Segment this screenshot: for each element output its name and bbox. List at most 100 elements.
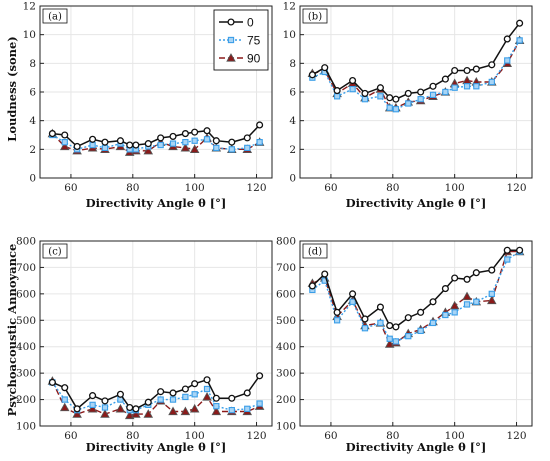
data-point (472, 65, 480, 73)
data-point (115, 403, 126, 413)
data-point (417, 327, 424, 335)
data-point (89, 392, 97, 400)
data-point (126, 141, 134, 149)
y-tick-label: 12 (283, 1, 296, 13)
data-point (169, 396, 177, 403)
data-point (169, 389, 177, 397)
data-point (487, 295, 497, 305)
data-point (212, 137, 220, 145)
series-90 (47, 376, 265, 420)
data-point (182, 139, 189, 146)
data-point (361, 325, 369, 332)
data-point (131, 409, 141, 418)
data-point (243, 389, 251, 397)
panel-3: 60 80 100 120 100 200 300 400 500 600 700 800 Direct… (16, 236, 273, 454)
legend: 0 75 90 (213, 9, 269, 71)
data-point (256, 400, 263, 407)
data-point (144, 398, 152, 406)
legend-marker (227, 18, 235, 26)
y-tick-label: 4 (29, 115, 36, 127)
data-point (429, 91, 437, 99)
data-point (256, 372, 264, 380)
series-line (312, 40, 521, 110)
series-line (312, 40, 521, 109)
data-point (213, 144, 220, 152)
data-point (73, 142, 81, 151)
data-point (503, 246, 511, 254)
data-point (212, 394, 220, 402)
data-point (441, 285, 449, 293)
data-point (228, 146, 235, 153)
data-point (213, 403, 220, 410)
series-0 (48, 372, 264, 413)
data-point (361, 89, 369, 97)
data-point (462, 75, 472, 85)
data-point (189, 403, 200, 413)
data-point (169, 140, 177, 147)
data-point (48, 130, 56, 138)
x-tick-label: 80 (386, 182, 399, 194)
y-tick-label: 2 (29, 144, 36, 156)
y-axis-label-bottom: Psychoacoustic Annoyance (5, 244, 19, 417)
data-point (211, 406, 222, 416)
data-point (89, 141, 96, 149)
data-point (451, 274, 459, 282)
x-tick-label: 80 (126, 182, 139, 194)
legend-label: 90 (247, 52, 261, 66)
grid (40, 240, 272, 427)
data-point (169, 132, 177, 140)
legend-marker (227, 36, 235, 44)
data-point (473, 83, 480, 90)
data-point (451, 309, 458, 316)
x-axis-label: Directivity Angle θ [°] (86, 440, 227, 454)
data-point (116, 390, 124, 398)
data-point (417, 88, 425, 96)
data-point (451, 84, 458, 91)
panel-1: 60 80 100 120 0 2 4 6 8 10 12 Directivity Angle θ [… (23, 1, 273, 210)
panel-label: (a) (42, 8, 68, 24)
data-point (228, 138, 236, 146)
data-point (244, 405, 251, 412)
data-point (463, 83, 471, 90)
panel-label: (d) (302, 243, 328, 259)
data-point (203, 136, 211, 143)
data-point (392, 338, 400, 345)
y-tick-label: 10 (283, 29, 296, 41)
data-point (349, 85, 356, 93)
panel-label-box (302, 8, 328, 24)
x-tick-label: 100 (185, 430, 205, 442)
y-tick-label: 500 (276, 315, 296, 327)
data-point (463, 301, 471, 308)
data-point (228, 406, 235, 414)
y-tick-label: 300 (276, 368, 296, 380)
data-point (191, 128, 199, 136)
data-point (451, 66, 459, 75)
data-point (61, 131, 69, 139)
series-75 (309, 37, 523, 113)
data-point (488, 61, 496, 69)
y-tick-label: 4 (289, 115, 296, 127)
series-line (311, 249, 520, 328)
x-tick-label: 120 (247, 430, 267, 442)
data-point (89, 401, 96, 409)
data-point (202, 392, 212, 401)
data-point (488, 78, 495, 86)
data-point (442, 311, 449, 319)
y-tick-label: 500 (16, 315, 36, 327)
panel-label-text: (b) (308, 12, 322, 23)
data-point (463, 66, 471, 75)
x-tick-label: 100 (185, 182, 205, 194)
data-point (61, 384, 69, 392)
series-90 (307, 35, 525, 112)
series-0 (308, 19, 524, 103)
data-point (429, 319, 437, 327)
data-point (72, 409, 82, 418)
data-point (203, 385, 211, 393)
data-point (87, 403, 98, 413)
series-line (51, 133, 260, 153)
panel-label: (b) (302, 8, 328, 24)
x-tick-label: 120 (507, 182, 527, 194)
data-point (516, 37, 523, 44)
data-point (429, 82, 437, 90)
